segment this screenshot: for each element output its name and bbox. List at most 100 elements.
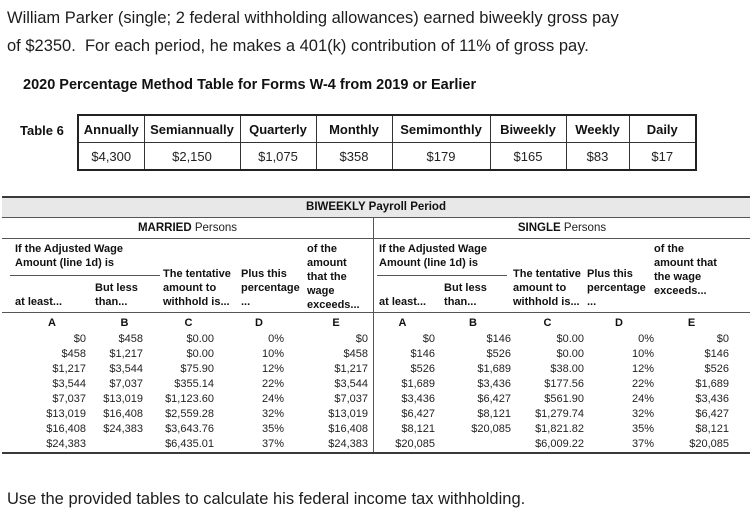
column-letter: A bbox=[48, 316, 56, 329]
allowance-header: Biweekly bbox=[489, 114, 567, 143]
wage-bracket-row: $1,689 $3,436 $177.56 22% $1,689 bbox=[374, 377, 733, 392]
table-halves: MARRIED Persons If the Adjusted Wage Amo… bbox=[2, 218, 750, 454]
wage-bracket-cell: $458 bbox=[343, 348, 368, 360]
column-letter: E bbox=[332, 316, 340, 329]
column-letter: C bbox=[184, 316, 193, 329]
wage-bracket-cell: $3,544 bbox=[334, 378, 368, 390]
wage-bracket-cell: $20,085 bbox=[471, 423, 511, 435]
column-letter: B bbox=[469, 316, 477, 329]
problem-statement: William Parker (single; 2 federal withho… bbox=[7, 9, 619, 55]
wage-bracket-cell: 0% bbox=[638, 333, 654, 345]
wage-bracket-row: $3,544 $7,037 $355.14 22% $3,544 bbox=[2, 377, 372, 392]
single-bracket-rows: $0 $146 $0.00 0% $0 $146 $526 $0.00 10% $146 $526 $… bbox=[374, 332, 733, 452]
wage-bracket-cell: $0.00 bbox=[186, 333, 214, 345]
wage-bracket-cell: $146 bbox=[486, 333, 511, 345]
wage-bracket-cell: $0 bbox=[355, 333, 368, 345]
persons-label: Persons bbox=[194, 222, 238, 234]
wage-bracket-cell: $3,544 bbox=[109, 363, 143, 375]
allowance-table: Annually Semiannually Quarterly Monthly … bbox=[77, 114, 697, 171]
wage-bracket-cell: $1,217 bbox=[334, 363, 368, 375]
allowance-header-row: Annually Semiannually Quarterly Monthly … bbox=[77, 114, 697, 143]
wage-bracket-cell: $8,121 bbox=[695, 423, 729, 435]
wage-bracket-row: $526 $1,689 $38.00 12% $526 bbox=[374, 362, 733, 377]
wage-bracket-cell: $8,121 bbox=[477, 408, 511, 420]
at-least-header: at least... bbox=[15, 296, 63, 308]
wage-bracket-cell: $13,019 bbox=[328, 408, 368, 420]
wage-bracket-cell: $13,019 bbox=[46, 408, 86, 420]
wage-bracket-row: $146 $526 $0.00 10% $146 bbox=[374, 347, 733, 362]
table6-container: Table 6 Annually Semiannually Quarterly … bbox=[20, 114, 752, 171]
persons-label: Persons bbox=[563, 222, 607, 234]
wage-bracket-cell: $458 bbox=[118, 333, 143, 345]
column-letter-row: A B C D E bbox=[2, 313, 372, 332]
wage-bracket-cell: $24,383 bbox=[46, 438, 86, 450]
wage-bracket-cell: 22% bbox=[631, 378, 654, 390]
wage-bracket-cell: 10% bbox=[631, 348, 654, 360]
wage-bracket-row: $458 $1,217 $0.00 10% $458 bbox=[2, 347, 372, 362]
wage-bracket-row: $20,085 $6,009.22 37% $20,085 bbox=[374, 437, 733, 452]
wage-bracket-cell: $1,821.82 bbox=[535, 423, 584, 435]
married-bracket-rows: $0 $458 $0.00 0% $0 $458 $1,217 $0.00 10% $458 $1,… bbox=[2, 332, 372, 452]
wage-bracket-cell: $458 bbox=[61, 348, 86, 360]
percentage-header: Plus this percentage ... bbox=[241, 268, 300, 308]
wage-bracket-row: $8,121 $20,085 $1,821.82 35% $8,121 bbox=[374, 422, 733, 437]
wage-bracket-cell: $526 bbox=[486, 348, 511, 360]
tentative-amount-header: The tentative amount to withhold is... bbox=[163, 268, 231, 308]
wage-bracket-row: $24,383 $6,435.01 37% $24,383 bbox=[2, 437, 372, 452]
allowance-header: Quarterly bbox=[239, 114, 317, 143]
adjusted-wage-header: If the Adjusted Wage Amount (line 1d) is bbox=[377, 239, 507, 276]
at-least-header: at least... bbox=[379, 296, 427, 308]
wage-bracket-cell: 37% bbox=[631, 438, 654, 450]
but-less-than-header: But less than... bbox=[444, 282, 487, 308]
wage-bracket-cell: $1,689 bbox=[695, 378, 729, 390]
wage-bracket-cell: $3,436 bbox=[401, 393, 435, 405]
allowance-header: Daily bbox=[628, 114, 697, 143]
single-column-headers: If the Adjusted Wage Amount (line 1d) is… bbox=[374, 239, 750, 313]
exceeds-header: of the amount that the wage exceeds... bbox=[654, 243, 717, 297]
married-persons-heading: MARRIED Persons bbox=[2, 218, 373, 239]
allowance-header: Annually bbox=[77, 114, 145, 143]
wage-bracket-cell: $146 bbox=[704, 348, 729, 360]
wage-bracket-cell: $16,408 bbox=[328, 423, 368, 435]
allowance-value: $358 bbox=[315, 142, 393, 171]
wage-bracket-cell: $8,121 bbox=[401, 423, 435, 435]
allowance-value: $4,300 bbox=[77, 142, 145, 171]
allowance-header: Monthly bbox=[315, 114, 393, 143]
percentage-header: Plus this percentage ... bbox=[587, 268, 646, 308]
wage-bracket-cell: 0% bbox=[268, 333, 284, 345]
allowance-value-row: $4,300 $2,150 $1,075 $358 $179 $165 $83 … bbox=[77, 142, 697, 171]
wage-bracket-cell: $1,689 bbox=[477, 363, 511, 375]
allowance-value: $179 bbox=[391, 142, 491, 171]
wage-bracket-cell: $7,037 bbox=[109, 378, 143, 390]
wage-bracket-cell: 10% bbox=[261, 348, 284, 360]
married-bracket-table: A B C D E $0 $458 $0.00 0% $0 $458 $1,217 $0.00… bbox=[2, 313, 372, 452]
adjusted-wage-header: If the Adjusted Wage Amount (line 1d) is bbox=[10, 239, 160, 276]
wage-bracket-cell: $526 bbox=[704, 363, 729, 375]
wage-range-headers: at least... But less than... bbox=[10, 281, 160, 312]
wage-bracket-cell: $75.90 bbox=[180, 363, 214, 375]
allowance-header: Semiannually bbox=[143, 114, 241, 143]
column-letter: B bbox=[120, 316, 129, 329]
wage-bracket-row: $16,408 $24,383 $3,643.76 35% $16,408 bbox=[2, 422, 372, 437]
wage-bracket-cell: 32% bbox=[261, 408, 284, 420]
married-label: MARRIED bbox=[137, 222, 192, 234]
wage-bracket-cell: $24,383 bbox=[328, 438, 368, 450]
allowance-value: $17 bbox=[628, 142, 697, 171]
wage-bracket-row: $6,427 $8,121 $1,279.74 32% $6,427 bbox=[374, 407, 733, 422]
single-label: SINGLE bbox=[517, 222, 561, 234]
wage-bracket-cell: $16,408 bbox=[46, 423, 86, 435]
wage-bracket-cell: $0.00 bbox=[556, 348, 584, 360]
wage-bracket-cell: $526 bbox=[410, 363, 435, 375]
exceeds-header: of the amount that the wage exceeds... bbox=[307, 243, 360, 311]
wage-bracket-cell: $6,427 bbox=[695, 408, 729, 420]
married-column-headers: If the Adjusted Wage Amount (line 1d) is… bbox=[2, 239, 373, 313]
question-text: Use the provided tables to calculate his… bbox=[7, 490, 526, 508]
adjusted-wage-header-block: If the Adjusted Wage Amount (line 1d) is… bbox=[10, 239, 160, 312]
section-title: 2020 Percentage Method Table for Forms W… bbox=[23, 77, 477, 93]
tentative-amount-header: The tentative amount to withhold is... bbox=[513, 268, 581, 308]
wage-bracket-cell: 12% bbox=[631, 363, 654, 375]
wage-bracket-row: $13,019 $16,408 $2,559.28 32% $13,019 bbox=[2, 407, 372, 422]
column-letter: E bbox=[687, 316, 696, 329]
wage-bracket-cell: 24% bbox=[631, 393, 654, 405]
wage-bracket-cell: $3,436 bbox=[695, 393, 729, 405]
